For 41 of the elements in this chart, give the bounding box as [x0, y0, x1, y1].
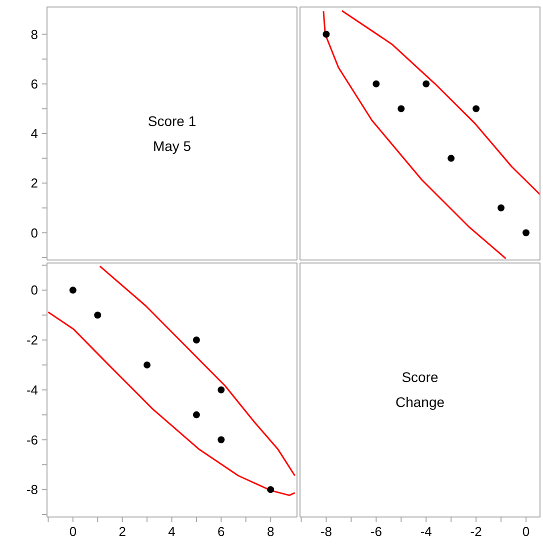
point [322, 30, 330, 38]
y-tick-label: -4 [26, 382, 38, 398]
point [144, 361, 151, 368]
x-tick-label: 4 [168, 524, 176, 539]
y-tick-label: 0 [30, 225, 38, 240]
text: Score 1 [148, 112, 196, 130]
y-tick-label: 4 [30, 126, 38, 142]
point [218, 436, 225, 444]
y-tick-label: 0 [30, 282, 38, 298]
point [498, 204, 505, 212]
point [422, 80, 430, 88]
line-series [99, 265, 296, 476]
x-tick-label: 0 [522, 524, 530, 539]
point [192, 336, 200, 344]
point [398, 105, 405, 112]
y-tick-label: -2 [26, 332, 38, 348]
point [372, 80, 380, 88]
y-tick-label: -6 [26, 432, 38, 448]
x-tick-label: 2 [118, 524, 126, 539]
line-series [47, 311, 296, 496]
point [218, 386, 225, 394]
point [522, 229, 530, 236]
x-tick-label: 0 [69, 524, 77, 539]
point [192, 411, 200, 418]
point [94, 312, 102, 319]
text: May 5 [152, 136, 192, 156]
x-tick-label: 6 [218, 524, 225, 539]
point [69, 286, 76, 294]
y-tick-label: 8 [30, 26, 38, 42]
x-tick-label: -6 [370, 524, 382, 539]
y-tick-label: 2 [30, 176, 38, 191]
point [472, 105, 480, 112]
y-tick-label: -8 [26, 482, 38, 498]
point [448, 154, 455, 162]
text: Score Change [394, 368, 446, 412]
x-tick-label: -2 [470, 524, 482, 539]
y-tick-label: 6 [30, 76, 38, 92]
x-tick-label: -4 [420, 524, 432, 539]
x-tick-label: -8 [320, 524, 332, 539]
point [267, 486, 274, 494]
x-tick-label: 8 [266, 524, 274, 539]
